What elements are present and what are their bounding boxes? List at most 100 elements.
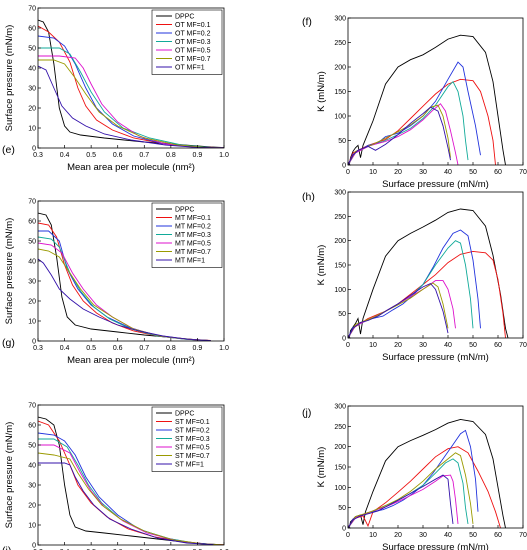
y-tick-label: 70 bbox=[28, 6, 36, 13]
series-line-3-6 bbox=[348, 282, 449, 338]
legend-entry: DPPC bbox=[175, 410, 194, 417]
y-tick-label: 50 bbox=[28, 46, 36, 53]
chart-panel-2: 0.3 0.4 0.5 0.6 0.7 0.8 0.9 1.0 0 10 20 30 40 50 60 70 M… bbox=[2, 199, 229, 367]
series-line-5-2 bbox=[348, 429, 479, 528]
y-tick-label: 50 bbox=[338, 138, 346, 145]
y-tick-label: 40 bbox=[28, 463, 36, 470]
x-tick-label: 50 bbox=[469, 342, 477, 349]
y-tick-label: 150 bbox=[334, 263, 346, 270]
x-axis-label: Surface pressure (mN/m) bbox=[382, 352, 489, 363]
legend-box bbox=[151, 406, 223, 472]
y-tick-label: 70 bbox=[28, 403, 36, 410]
legend-entry: MT MF=0.2 bbox=[175, 223, 211, 230]
x-tick-label: 40 bbox=[444, 342, 452, 349]
x-tick-label: 0 bbox=[346, 532, 350, 539]
x-tick-label: 0.6 bbox=[113, 345, 123, 352]
series-line-1-6 bbox=[348, 106, 451, 165]
y-tick-label: 250 bbox=[334, 214, 346, 221]
series-line-5-1 bbox=[348, 446, 501, 528]
y-tick-label: 250 bbox=[334, 40, 346, 47]
x-tick-label: 60 bbox=[494, 342, 502, 349]
x-tick-label: 20 bbox=[394, 169, 402, 176]
series-line-2-6 bbox=[38, 258, 211, 341]
x-tick-label: 0.3 bbox=[33, 152, 43, 159]
panel-label: (j) bbox=[302, 407, 311, 419]
x-tick-label: 1.0 bbox=[219, 152, 229, 159]
series-line-3-1 bbox=[348, 250, 506, 338]
legend-entry: ST MF=1 bbox=[175, 461, 204, 468]
x-tick-label: 0 bbox=[346, 169, 350, 176]
panel-label: (i) bbox=[2, 545, 11, 550]
chart-panel-1: 0 10 20 30 40 50 60 70 0 50 100 150 200 250 300 Surface… bbox=[302, 16, 527, 191]
y-axis-label: Surface pressure (mN/m) bbox=[4, 218, 15, 325]
series-line-0-6 bbox=[38, 65, 224, 148]
series-line-5-5 bbox=[348, 452, 474, 528]
x-tick-label: 0.5 bbox=[86, 152, 96, 159]
y-tick-label: 50 bbox=[28, 239, 36, 246]
x-tick-label: 10 bbox=[369, 532, 377, 539]
x-tick-label: 0.7 bbox=[139, 152, 149, 159]
x-tick-label: 50 bbox=[469, 169, 477, 176]
panel-label: (g) bbox=[2, 337, 15, 349]
x-tick-label: 0.5 bbox=[86, 345, 96, 352]
legend-entry: OT MF=0.7 bbox=[175, 56, 211, 63]
x-tick-label: 0.6 bbox=[113, 152, 123, 159]
panel-label: (e) bbox=[2, 144, 15, 156]
x-tick-label: 0.9 bbox=[193, 345, 203, 352]
y-tick-label: 40 bbox=[28, 66, 36, 73]
x-tick-label: 0 bbox=[346, 342, 350, 349]
legend-entry: DPPC bbox=[175, 13, 194, 20]
x-axis-label: Mean area per molecule (nm²) bbox=[67, 355, 195, 366]
series-line-0-5 bbox=[38, 59, 224, 148]
legend-entry: ST MF=0.3 bbox=[175, 436, 210, 443]
x-tick-label: 40 bbox=[444, 169, 452, 176]
x-axis-label: Mean area per molecule (nm²) bbox=[67, 162, 195, 173]
series-line-5-6 bbox=[348, 474, 454, 528]
x-tick-label: 30 bbox=[419, 169, 427, 176]
series-line-3-4 bbox=[348, 280, 456, 338]
y-tick-label: 70 bbox=[28, 199, 36, 206]
x-tick-label: 70 bbox=[519, 169, 527, 176]
x-tick-label: 30 bbox=[419, 342, 427, 349]
x-tick-label: 70 bbox=[519, 532, 527, 539]
series-line-1-1 bbox=[348, 78, 496, 165]
y-tick-label: 60 bbox=[28, 26, 36, 33]
y-tick-label: 0 bbox=[32, 339, 36, 346]
x-tick-label: 50 bbox=[469, 532, 477, 539]
y-tick-label: 60 bbox=[28, 219, 36, 226]
y-tick-label: 200 bbox=[334, 444, 346, 451]
y-tick-label: 30 bbox=[28, 279, 36, 286]
legend-entry: ST MF=0.7 bbox=[175, 453, 210, 460]
y-tick-label: 0 bbox=[342, 526, 346, 533]
y-tick-label: 50 bbox=[338, 311, 346, 318]
y-tick-label: 300 bbox=[334, 404, 346, 411]
chart-panel-3: 0 10 20 30 40 50 60 70 0 50 100 150 200 250 300 Surface… bbox=[302, 190, 527, 364]
x-tick-label: 0.3 bbox=[33, 345, 43, 352]
panel-label: (h) bbox=[302, 191, 315, 203]
legend-entry: ST MF=0.5 bbox=[175, 444, 210, 451]
legend-entry: OT MF=0.1 bbox=[175, 22, 211, 29]
series-line-3-3 bbox=[348, 240, 474, 338]
legend-entry: ST MF=0.1 bbox=[175, 419, 210, 426]
x-tick-label: 0.7 bbox=[139, 345, 149, 352]
legend-entry: DPPC bbox=[175, 206, 194, 213]
x-tick-label: 0.9 bbox=[193, 152, 203, 159]
y-tick-label: 100 bbox=[334, 114, 346, 121]
y-tick-label: 10 bbox=[28, 523, 36, 530]
legend-entry: OT MF=0.2 bbox=[175, 30, 211, 37]
y-tick-label: 200 bbox=[334, 238, 346, 245]
legend-entry: MT MF=0.7 bbox=[175, 249, 211, 256]
legend-entry: MT MF=1 bbox=[175, 257, 205, 264]
y-tick-label: 0 bbox=[32, 146, 36, 153]
y-axis-label: Surface pressure (mN/m) bbox=[4, 422, 15, 529]
y-tick-label: 30 bbox=[28, 86, 36, 93]
legend-box bbox=[151, 202, 223, 268]
y-tick-label: 20 bbox=[28, 106, 36, 113]
y-tick-label: 100 bbox=[334, 287, 346, 294]
y-axis-label: K (mN/m) bbox=[316, 71, 327, 112]
x-tick-label: 1.0 bbox=[219, 345, 229, 352]
y-axis-label: Surface pressure (mN/m) bbox=[4, 25, 15, 132]
series-line-1-2 bbox=[348, 61, 481, 165]
x-tick-label: 0.4 bbox=[60, 152, 70, 159]
